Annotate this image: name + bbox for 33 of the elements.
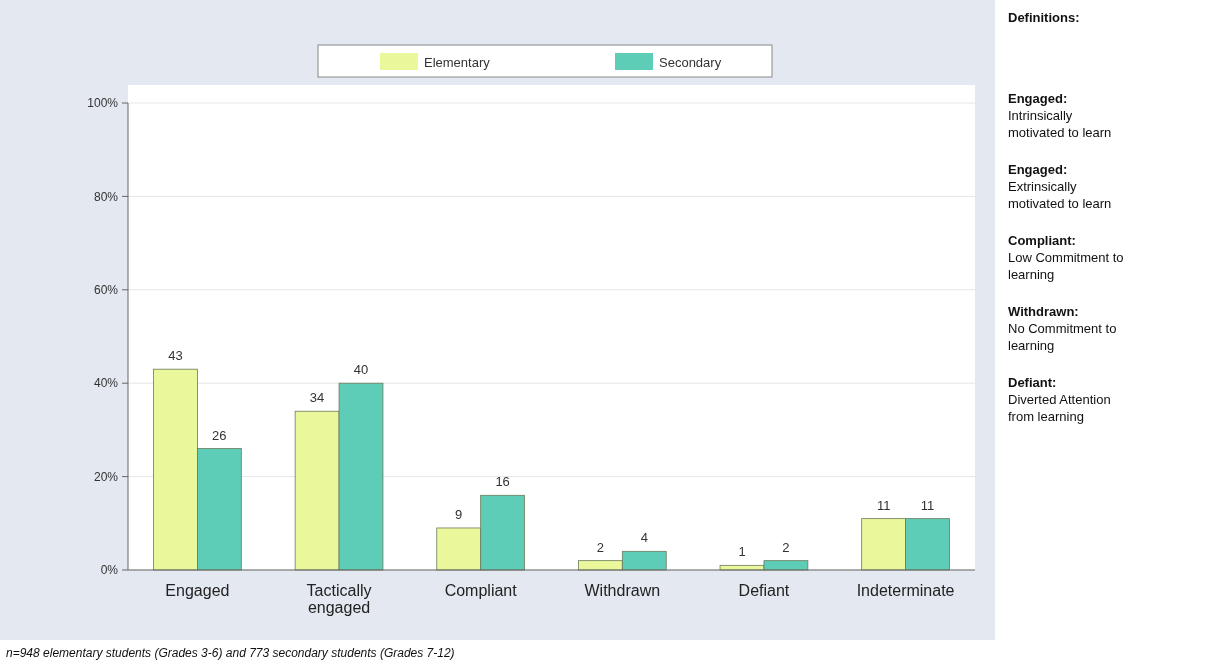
text: Compliant: Low Commitment to learning [1008,233,1124,282]
y-tick-label: 80% [93,189,119,204]
legend-label: Secondary [659,54,722,70]
data-label: 16 [495,474,510,490]
text: Definitions: [1008,10,1080,25]
y-tick-label: 100% [87,96,119,111]
data-label: 11 [920,497,935,513]
x-tick-label: Engaged [165,582,230,599]
data-label: 26 [212,427,227,443]
y-tick-label: 0% [100,563,119,578]
x-tick-label: Indeterminate [856,582,955,599]
x-tick-label: Tactically engaged [306,582,372,616]
x-tick-label: Compliant [444,582,518,599]
data-label: 40 [353,362,369,378]
y-tick-label: 40% [93,376,119,391]
text: Engaged: Extrinsically motivated to learn [1008,162,1112,211]
text: Withdrawn: No Commitment to learning [1008,304,1117,353]
y-tick-label: 20% [93,469,119,484]
x-tick-label: Withdrawn [584,582,661,599]
x-tick-label: Defiant [738,582,790,599]
text: Engaged: Intrinsically motivated to learn [1008,91,1112,140]
data-label: 2 [782,539,790,555]
text: Defiant: Diverted Attention from learning [1008,375,1111,424]
data-label: 11 [876,497,891,513]
data-label: 34 [309,390,325,406]
data-label: 43 [168,348,183,364]
data-label: 2 [596,539,604,555]
data-label: 1 [738,544,746,560]
data-label: 4 [640,530,648,546]
legend-label: Elementary [424,54,491,70]
y-tick-label: 60% [93,283,119,297]
data-label: 9 [455,506,463,522]
text: n=948 elementary students (Grades 3-6) and 773 secondary students (Grades 7-12) [6,646,455,660]
